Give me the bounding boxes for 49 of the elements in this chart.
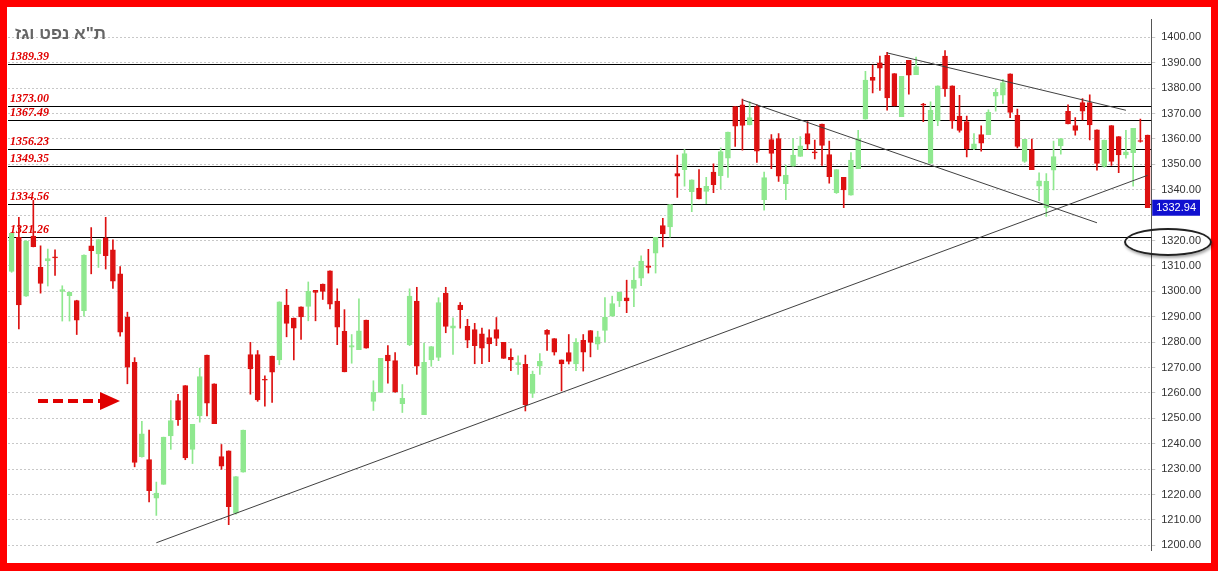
- y-tick-label: 1240.00: [1161, 436, 1201, 449]
- candlestick: [262, 375, 268, 407]
- y-tick-label: 1270.00: [1161, 360, 1201, 373]
- y-tick-label: 1360.00: [1161, 132, 1201, 144]
- candlestick: [52, 249, 58, 276]
- text: 1332.94: [1156, 200, 1196, 213]
- y-tick-label: 1350.00: [1161, 157, 1201, 170]
- ref-line-label: 1367.49: [10, 105, 49, 120]
- chart-title: ת"א נפט וגז: [15, 24, 106, 44]
- candlestick: [783, 165, 789, 200]
- candlestick: [674, 154, 681, 198]
- candlestick: [457, 302, 464, 329]
- candlestick: [515, 355, 521, 375]
- y-tick-label: 1210.00: [1161, 512, 1201, 525]
- y-tick-label: 1300.00: [1161, 284, 1201, 297]
- candlestick: [811, 139, 818, 160]
- ref-line-label: 1334.56: [10, 188, 49, 203]
- candlestick: [1036, 172, 1042, 202]
- y-tick-label: 1400.00: [1161, 30, 1201, 43]
- y-tick-label: 1200.00: [1161, 538, 1201, 551]
- candlestick: [920, 103, 927, 123]
- ref-line-label: 1373.00: [10, 91, 49, 106]
- candlestick: [44, 248, 51, 287]
- candlestick: [703, 176, 710, 205]
- y-tick-label: 1320.00: [1161, 233, 1201, 246]
- y-tick-label: 1220.00: [1161, 487, 1201, 500]
- y-tick-label: 1260.00: [1161, 385, 1201, 398]
- ref-line-label: 1356.23: [10, 133, 49, 148]
- candlestick: [348, 334, 355, 364]
- y-tick-label: 1280.00: [1161, 335, 1201, 348]
- candlestick: [508, 348, 514, 371]
- ref-line-label: 1389.39: [10, 49, 49, 64]
- y-tick-label: 1310.00: [1161, 258, 1201, 271]
- y-tick-label: 1230.00: [1161, 462, 1201, 475]
- candlestick: [877, 55, 883, 91]
- candlestick: [59, 285, 66, 322]
- y-tick-label: 1370.00: [1161, 106, 1201, 119]
- y-tick-label: 1290.00: [1161, 309, 1201, 322]
- candlestick: [88, 227, 95, 275]
- y-tick-label: 1390.00: [1161, 55, 1201, 68]
- y-tick-label: 1340.00: [1161, 182, 1201, 195]
- ref-line-label: 1349.35: [10, 151, 49, 166]
- candlestick: [486, 329, 492, 363]
- candlestick: [450, 317, 456, 355]
- candlestick: [385, 345, 391, 384]
- y-tick-label: 1380.00: [1161, 81, 1201, 94]
- y-tick-label: 1250.00: [1161, 411, 1201, 424]
- candlestick: [544, 329, 550, 351]
- candlestick: [631, 267, 637, 307]
